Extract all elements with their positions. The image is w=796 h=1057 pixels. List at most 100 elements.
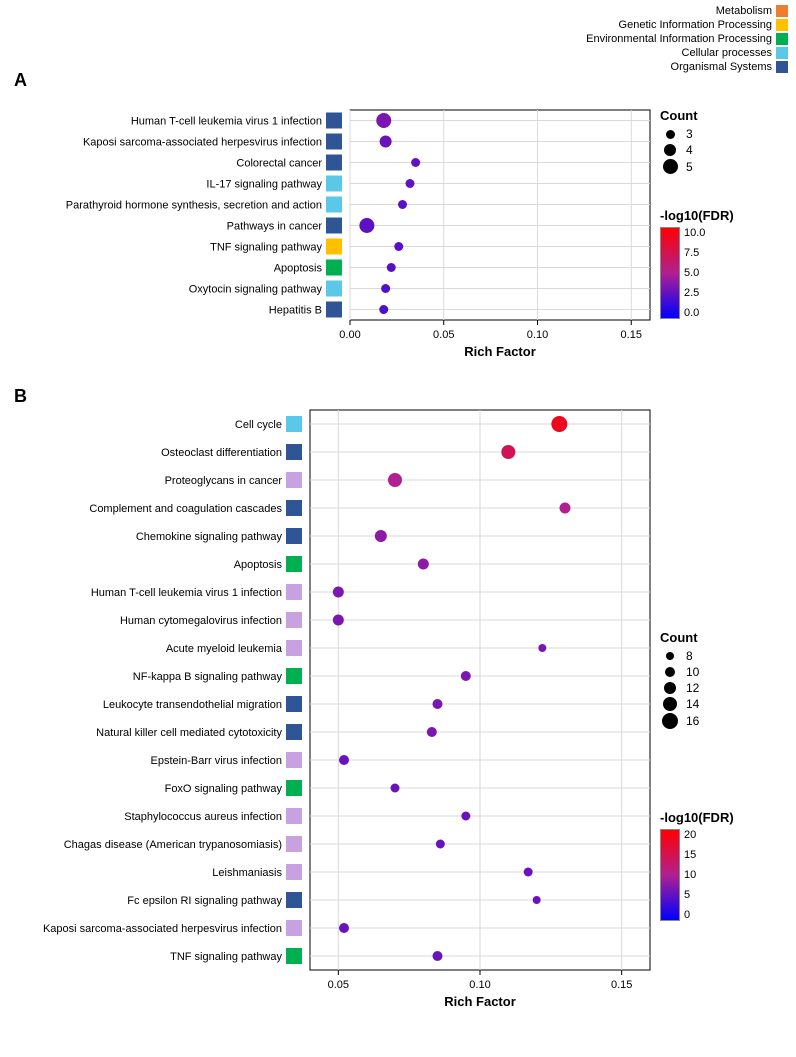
data-point xyxy=(388,473,402,487)
y-label: Parathyroid hormone synthesis, secretion… xyxy=(66,200,322,212)
data-point xyxy=(433,951,443,961)
y-label: Human T-cell leukemia virus 1 infection xyxy=(131,116,322,128)
data-point xyxy=(381,284,390,293)
colorbar-tick: 10.0 xyxy=(684,227,705,239)
data-point xyxy=(398,200,407,209)
category-legend-item: Environmental Information Processing xyxy=(586,32,788,46)
count-legend-circle xyxy=(665,667,675,677)
category-square xyxy=(326,197,342,213)
category-square xyxy=(286,500,302,516)
count-legend-value: 5 xyxy=(686,160,693,174)
count-legend-item: 16 xyxy=(660,713,699,729)
colorbar-tick: 15 xyxy=(684,849,696,861)
category-square xyxy=(286,416,302,432)
count-legend-value: 3 xyxy=(686,127,693,141)
y-label: Cell cycle xyxy=(235,419,282,431)
category-legend-label: Environmental Information Processing xyxy=(586,32,772,46)
category-legend-item: Organismal Systems xyxy=(586,60,788,74)
x-tick-label: 0.15 xyxy=(621,329,642,341)
colorbar-b xyxy=(660,829,680,921)
category-square xyxy=(286,724,302,740)
category-legend-label: Metabolism xyxy=(716,4,772,18)
category-legend-swatch xyxy=(776,5,788,17)
count-legend-value: 4 xyxy=(686,143,693,157)
colorbar-tick: 10 xyxy=(684,869,696,881)
category-legend-swatch xyxy=(776,61,788,73)
category-legend-item: Metabolism xyxy=(586,4,788,18)
count-legend-a: Count 3 4 5 xyxy=(660,108,698,176)
category-square xyxy=(286,584,302,600)
data-point xyxy=(538,644,546,652)
colorbar-tick: 0 xyxy=(684,909,696,921)
count-legend-circle xyxy=(666,130,675,139)
y-label: Kaposi sarcoma-associated herpesvirus in… xyxy=(83,137,322,149)
y-label: Human cytomegalovirus infection xyxy=(120,615,282,627)
category-square xyxy=(286,892,302,908)
x-tick-label: 0.00 xyxy=(339,329,360,341)
category-square xyxy=(326,281,342,297)
x-tick-label: 0.05 xyxy=(433,329,454,341)
count-legend-circle xyxy=(666,652,674,660)
category-legend-item: Cellular processes xyxy=(586,46,788,60)
category-square xyxy=(286,836,302,852)
category-legend-item: Genetic Information Processing xyxy=(586,18,788,32)
data-point xyxy=(524,868,533,877)
data-point xyxy=(501,445,515,459)
category-square xyxy=(326,155,342,171)
category-square xyxy=(286,640,302,656)
y-label: NF-kappa B signaling pathway xyxy=(133,671,283,683)
data-point xyxy=(411,158,420,167)
category-square xyxy=(326,176,342,192)
count-legend-circle xyxy=(664,682,676,694)
data-point xyxy=(533,896,541,904)
category-square xyxy=(286,948,302,964)
count-legend-item: 4 xyxy=(660,143,698,157)
category-square xyxy=(286,444,302,460)
count-legend-item: 5 xyxy=(660,159,698,174)
category-square xyxy=(326,260,342,276)
count-legend-value: 8 xyxy=(686,649,693,663)
category-square xyxy=(286,612,302,628)
category-square xyxy=(286,920,302,936)
category-square xyxy=(286,752,302,768)
data-point xyxy=(333,615,344,626)
y-label: IL-17 signaling pathway xyxy=(206,179,322,191)
y-label: Complement and coagulation cascades xyxy=(89,503,282,515)
count-legend-circle xyxy=(663,697,677,711)
y-label: Kaposi sarcoma-associated herpesvirus in… xyxy=(43,923,282,935)
y-label: Apoptosis xyxy=(234,559,283,571)
count-legend-title-a: Count xyxy=(660,108,698,123)
count-legend-item: 14 xyxy=(660,697,699,711)
y-label: Acute myeloid leukemia xyxy=(166,643,283,655)
category-square xyxy=(286,556,302,572)
y-label: Colorectal cancer xyxy=(236,158,322,170)
colorbar-tick: 5 xyxy=(684,889,696,901)
fdr-legend-b: -log10(FDR) 20151050 xyxy=(660,810,734,921)
colorbar-tick: 5.0 xyxy=(684,267,705,279)
category-square xyxy=(326,218,342,234)
data-point xyxy=(376,113,391,128)
category-square xyxy=(286,780,302,796)
y-label: Fc epsilon RI signaling pathway xyxy=(127,895,282,907)
data-point xyxy=(333,587,344,598)
data-point xyxy=(394,242,403,251)
category-square xyxy=(286,808,302,824)
count-legend-value: 14 xyxy=(686,697,699,711)
y-label: Natural killer cell mediated cytotoxicit… xyxy=(96,727,282,739)
count-legend-item: 10 xyxy=(660,665,699,679)
y-label: Pathways in cancer xyxy=(227,221,323,233)
data-point xyxy=(391,784,400,793)
colorbar-tick: 2.5 xyxy=(684,287,705,299)
panel-label-a: A xyxy=(14,70,27,91)
y-label: Epstein-Barr virus infection xyxy=(151,755,282,767)
category-square xyxy=(286,472,302,488)
x-axis-label: Rich Factor xyxy=(444,994,516,1009)
data-point xyxy=(427,727,437,737)
data-point xyxy=(387,263,396,272)
category-square xyxy=(326,113,342,129)
y-label: TNF signaling pathway xyxy=(170,951,282,963)
data-point xyxy=(418,559,429,570)
y-label: Chagas disease (American trypanosomiasis… xyxy=(64,839,282,851)
x-tick-label: 0.05 xyxy=(328,979,349,991)
count-legend-circle xyxy=(662,713,678,729)
